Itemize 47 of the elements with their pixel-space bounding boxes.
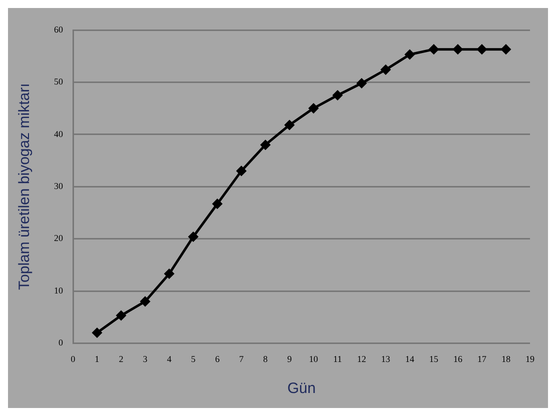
y-tick-label: 40: [54, 128, 64, 139]
x-tick-label: 5: [191, 354, 196, 364]
point: [188, 232, 198, 242]
point: [140, 296, 150, 306]
y-tick-label: 50: [54, 76, 64, 87]
x-tick-label: 4: [166, 354, 172, 364]
x-axis-title: Gün: [287, 380, 316, 398]
x-tick-label: 14: [405, 354, 415, 364]
point: [284, 120, 294, 130]
x-tick-label: 17: [477, 354, 487, 364]
x-tick-label: 13: [381, 354, 391, 364]
y-tick-label: 60: [54, 24, 64, 34]
x-tick-label: 0: [70, 354, 76, 364]
x-tick-label: 11: [333, 354, 342, 364]
point: [429, 44, 439, 54]
x-tick-label: 3: [142, 354, 148, 364]
y-axis-title: Toplam üretilen biyogaz miktarı: [16, 83, 34, 290]
point: [212, 199, 222, 209]
point: [164, 269, 174, 279]
point: [453, 44, 463, 54]
x-tick-label: 7: [239, 354, 244, 364]
point: [236, 166, 246, 176]
y-tick-label: 30: [54, 180, 64, 191]
x-tick-label: 2: [118, 354, 124, 364]
x-tick-label: 16: [453, 354, 463, 364]
point: [308, 104, 318, 114]
x-tick-label: 18: [501, 354, 511, 364]
point: [116, 310, 126, 320]
point: [332, 90, 342, 100]
point: [92, 328, 102, 338]
x-tick-label: 9: [287, 354, 292, 364]
x-tick-label: 8: [263, 354, 268, 364]
point: [477, 44, 487, 54]
x-tick-label: 10: [309, 354, 319, 364]
point: [260, 140, 270, 150]
x-tick-label: 19: [526, 354, 535, 364]
y-tick-label: 10: [54, 285, 64, 296]
point: [380, 64, 390, 74]
point: [356, 78, 366, 88]
point: [404, 50, 414, 60]
y-tick-label: 20: [54, 233, 64, 244]
x-tick-label: 15: [429, 354, 439, 364]
x-tick-label: 12: [357, 354, 366, 364]
x-tick-label: 1: [94, 354, 100, 364]
y-tick-label: 0: [58, 338, 64, 348]
x-tick-label: 6: [215, 354, 220, 364]
point: [501, 44, 511, 54]
